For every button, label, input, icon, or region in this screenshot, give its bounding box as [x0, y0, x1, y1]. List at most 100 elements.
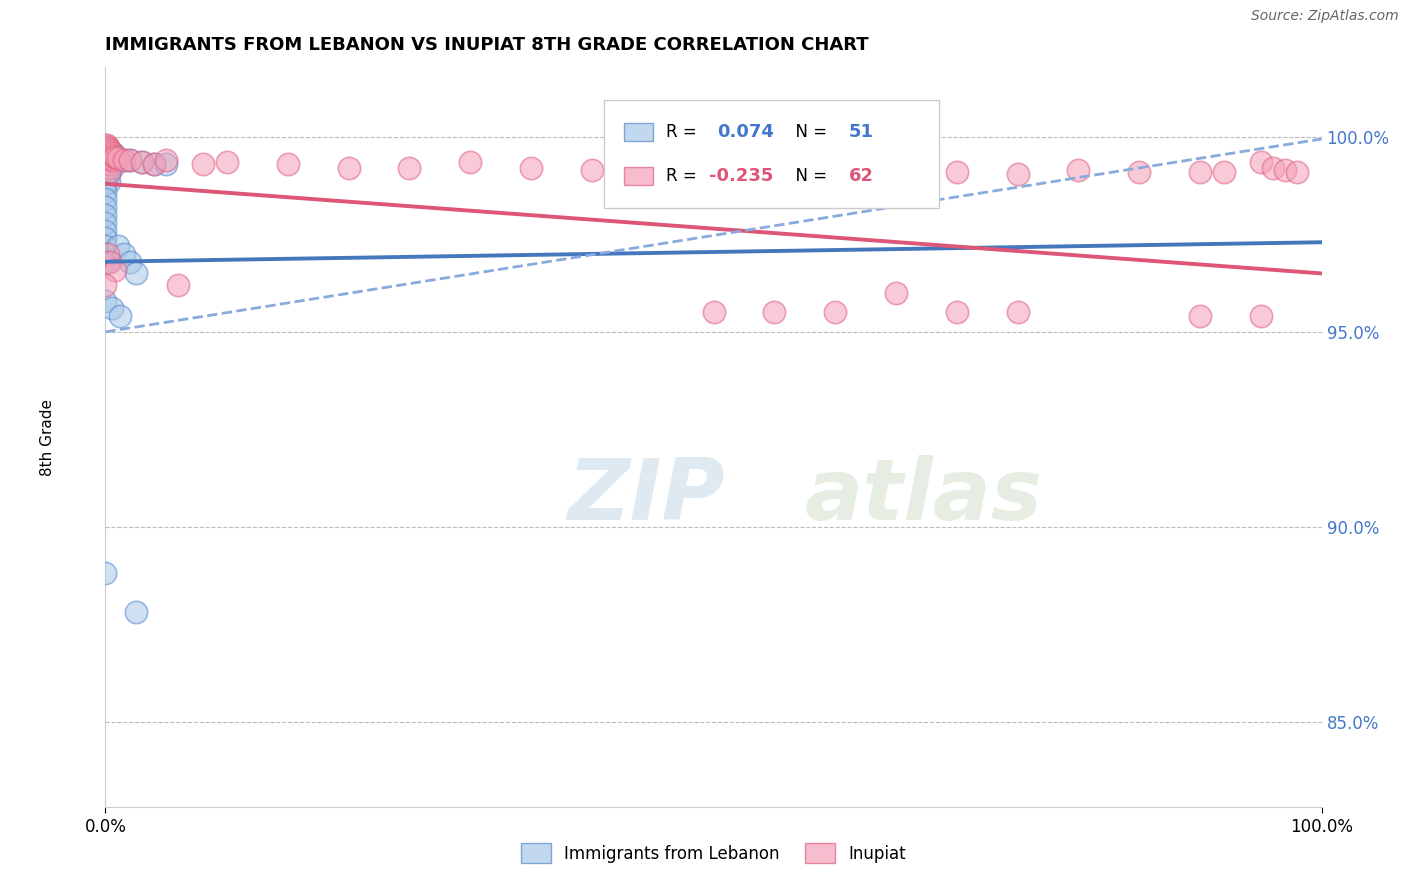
Point — [112, 153, 135, 168]
Text: R =: R = — [666, 123, 702, 141]
Text: IMMIGRANTS FROM LEBANON VS INUPIAT 8TH GRADE CORRELATION CHART: IMMIGRANTS FROM LEBANON VS INUPIAT 8TH G… — [105, 36, 869, 54]
Point — [155, 157, 177, 171]
Point — [107, 239, 129, 253]
Point — [96, 157, 118, 171]
Point — [1128, 165, 1150, 179]
Point — [96, 140, 118, 154]
Point — [398, 161, 420, 176]
Point — [98, 167, 121, 181]
Point — [94, 193, 117, 207]
Point — [641, 161, 664, 176]
Point — [763, 163, 786, 178]
Point — [94, 231, 117, 245]
Text: Source: ZipAtlas.com: Source: ZipAtlas.com — [1251, 9, 1399, 23]
Text: R =: R = — [666, 167, 702, 185]
Point — [1007, 167, 1029, 181]
Point — [101, 145, 124, 160]
Point — [104, 262, 127, 277]
Point — [101, 153, 124, 168]
Point — [118, 254, 141, 268]
Point — [1189, 310, 1212, 324]
FancyBboxPatch shape — [623, 167, 652, 185]
Point — [143, 157, 166, 171]
Point — [1007, 305, 1029, 319]
Text: 51: 51 — [849, 123, 873, 141]
Point — [97, 153, 120, 168]
Point — [702, 305, 725, 319]
Point — [97, 161, 120, 176]
Point — [98, 153, 121, 168]
Point — [100, 153, 122, 168]
Point — [94, 254, 117, 268]
Point — [945, 165, 967, 179]
Point — [98, 152, 121, 166]
Point — [94, 153, 117, 168]
Legend: Immigrants from Lebanon, Inupiat: Immigrants from Lebanon, Inupiat — [515, 837, 912, 870]
FancyBboxPatch shape — [623, 123, 652, 141]
Point — [155, 153, 177, 168]
Point — [97, 247, 120, 261]
Point — [94, 185, 117, 199]
Point — [97, 145, 120, 160]
Point — [96, 145, 118, 160]
Point — [98, 157, 121, 171]
Point — [94, 140, 117, 154]
Point — [1213, 165, 1236, 179]
Point — [98, 165, 121, 179]
Point — [1250, 155, 1272, 169]
Point — [824, 305, 846, 319]
Point — [125, 606, 148, 620]
Point — [763, 305, 786, 319]
Point — [945, 305, 967, 319]
Text: N =: N = — [786, 167, 832, 185]
Point — [581, 163, 603, 178]
Point — [101, 147, 124, 161]
Point — [112, 247, 135, 261]
Point — [94, 208, 117, 222]
Point — [94, 247, 117, 261]
Point — [94, 239, 117, 253]
Point — [1274, 163, 1296, 178]
Point — [94, 177, 117, 191]
Text: 8th Grade: 8th Grade — [39, 399, 55, 475]
Point — [94, 566, 117, 581]
Point — [98, 161, 121, 176]
Point — [94, 278, 117, 293]
Point — [118, 153, 141, 168]
Point — [100, 301, 122, 316]
Point — [100, 153, 122, 168]
FancyBboxPatch shape — [605, 100, 939, 208]
Text: 0.074: 0.074 — [717, 123, 775, 141]
Point — [884, 285, 907, 300]
Point — [94, 137, 117, 152]
Point — [702, 165, 725, 179]
Point — [1250, 310, 1272, 324]
Point — [1067, 163, 1090, 178]
Point — [104, 149, 127, 163]
Text: atlas: atlas — [804, 455, 1043, 538]
Point — [118, 153, 141, 168]
Point — [217, 155, 239, 169]
Point — [94, 223, 117, 237]
Point — [100, 145, 122, 160]
Point — [191, 157, 214, 171]
Point — [131, 155, 153, 169]
Point — [94, 200, 117, 214]
Point — [112, 153, 135, 168]
Point — [125, 267, 148, 281]
Point — [98, 142, 121, 156]
Point — [1261, 161, 1284, 176]
Point — [104, 149, 127, 163]
Point — [98, 145, 121, 160]
Point — [1189, 165, 1212, 179]
Point — [98, 152, 121, 166]
Point — [94, 216, 117, 230]
Point — [97, 149, 120, 163]
Point — [98, 144, 121, 158]
Point — [167, 278, 190, 293]
Point — [107, 152, 129, 166]
Text: N =: N = — [786, 123, 832, 141]
Point — [103, 149, 125, 163]
Point — [143, 157, 166, 171]
Point — [96, 137, 118, 152]
